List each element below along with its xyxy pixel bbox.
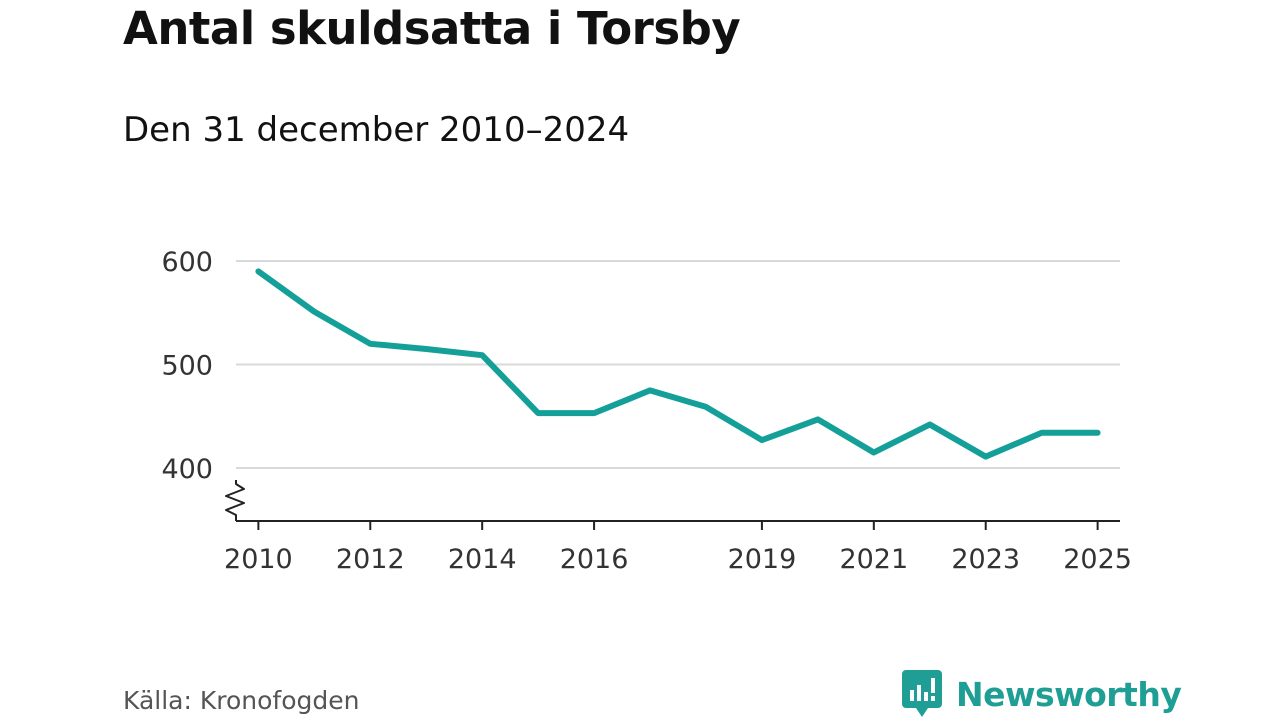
y-tick-label: 400 bbox=[161, 454, 213, 485]
bar-chart-bubble-icon bbox=[902, 670, 942, 717]
newsworthy-logo: Newsworthy bbox=[902, 670, 1182, 718]
chart-subtitle: Den 31 december 2010–2024 bbox=[123, 110, 630, 150]
data-point bbox=[481, 354, 483, 356]
data-point bbox=[313, 311, 315, 313]
x-tick-label: 2019 bbox=[728, 544, 797, 575]
data-point bbox=[985, 456, 987, 458]
source-note: Källa: Kronofogden bbox=[123, 686, 360, 715]
x-tick-label: 2010 bbox=[224, 544, 293, 575]
x-tick-label: 2012 bbox=[336, 544, 405, 575]
axis-break-icon bbox=[225, 480, 245, 521]
data-point bbox=[425, 348, 427, 350]
x-tick-label: 2025 bbox=[1063, 544, 1132, 575]
data-point bbox=[873, 451, 875, 453]
data-point bbox=[257, 270, 259, 272]
data-point bbox=[817, 418, 819, 420]
y-tick-label: 600 bbox=[161, 247, 213, 278]
series-line bbox=[255, 268, 1101, 460]
data-point bbox=[761, 439, 763, 441]
data-point bbox=[705, 406, 707, 408]
x-tick-label: 2021 bbox=[839, 544, 908, 575]
chart-title: Antal skuldsatta i Torsby bbox=[123, 2, 741, 55]
brand-name: Newsworthy bbox=[956, 674, 1182, 714]
data-point bbox=[537, 412, 539, 414]
x-tick-label: 2016 bbox=[560, 544, 629, 575]
line-chart: 400 500 600 2010 2012 2014 2016 2019 2021 2023 202… bbox=[161, 247, 1132, 575]
data-point bbox=[649, 389, 651, 391]
data-point bbox=[929, 424, 931, 426]
data-point bbox=[369, 343, 371, 345]
data-point bbox=[1097, 432, 1099, 434]
data-point bbox=[593, 412, 595, 414]
data-point bbox=[1041, 432, 1043, 434]
y-tick-label: 500 bbox=[161, 351, 213, 382]
x-tick-label: 2023 bbox=[951, 544, 1020, 575]
x-tick-label: 2014 bbox=[448, 544, 517, 575]
